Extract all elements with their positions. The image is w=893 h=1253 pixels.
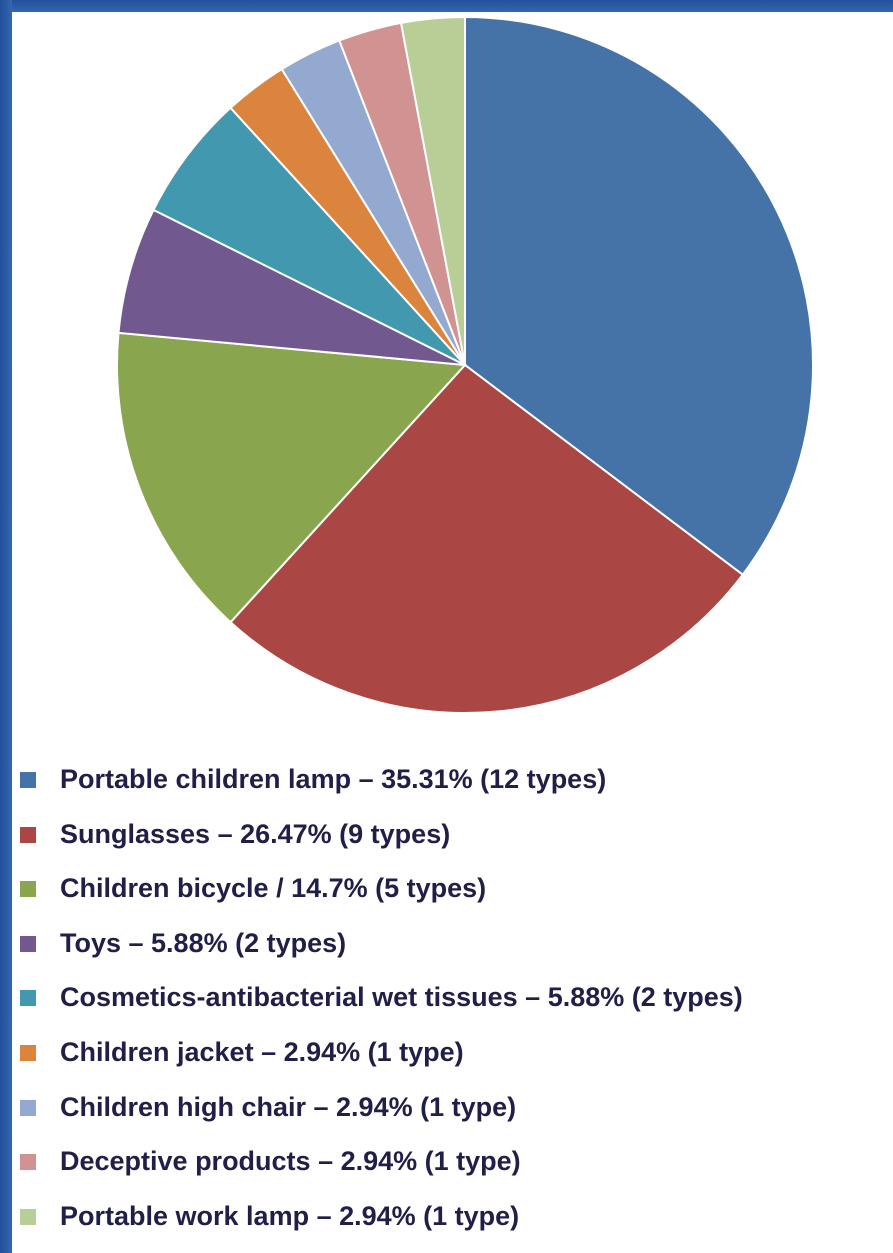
- legend-label: Sunglasses – 26.47% (9 types): [60, 818, 451, 849]
- legend-swatch: [20, 1154, 36, 1171]
- legend-label: Children jacket – 2.94% (1 type): [60, 1036, 464, 1067]
- pie-slice-2: [229, 363, 745, 715]
- chart-panel: Portable children lamp – 35.31% (12 type…: [12, 12, 893, 1253]
- legend-label: Deceptive products – 2.94% (1 type): [60, 1146, 521, 1177]
- legend-swatch: [20, 1044, 36, 1061]
- slide-left-border: [0, 0, 12, 1253]
- legend-swatch: [20, 826, 36, 843]
- pie-slice-5: [152, 106, 466, 366]
- legend-label: Children high chair – 2.94% (1 type): [60, 1091, 517, 1122]
- slide-top-border: [0, 0, 893, 12]
- legend-label: Children bicycle / 14.7% (5 types): [60, 873, 487, 904]
- legend-label: Cosmetics-antibacterial wet tissues – 5.…: [60, 982, 743, 1013]
- legend-swatch: [20, 935, 36, 952]
- pie-slice-4: [117, 208, 466, 366]
- legend-swatch: [20, 881, 36, 898]
- legend-swatch: [20, 772, 36, 788]
- legend-label: Portable work lamp – 2.94% (1 type): [60, 1200, 520, 1231]
- pie-slice-9: [399, 15, 466, 366]
- pie-slice-1: [464, 15, 814, 577]
- legend-swatch: [20, 990, 36, 1007]
- legend-label: Toys – 5.88% (2 types): [60, 927, 347, 958]
- legend-swatch: [20, 1099, 36, 1116]
- legend-swatch: [20, 1208, 36, 1225]
- pie-chart: [115, 15, 814, 715]
- pie-slice-3: [115, 331, 468, 624]
- legend-label: Portable children lamp – 35.31% (12 type…: [60, 764, 607, 794]
